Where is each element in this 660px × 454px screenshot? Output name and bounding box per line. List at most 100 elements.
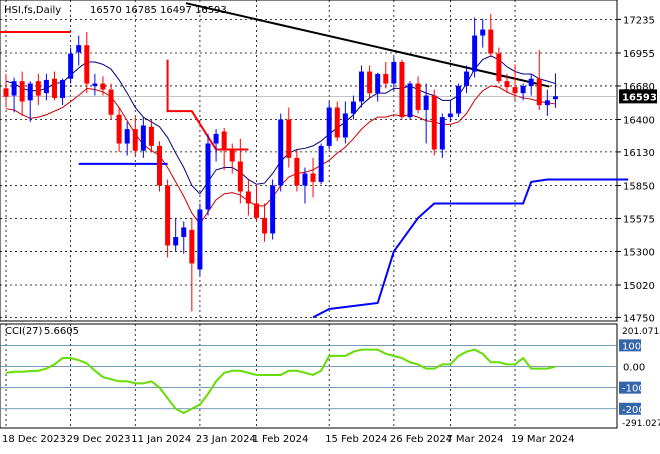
price-tick-label: 16400 (623, 116, 655, 127)
price-tick-label: 15575 (623, 214, 655, 225)
candle-body (472, 35, 478, 72)
candle-body (173, 237, 179, 246)
candle-body (213, 133, 219, 144)
candle-body (350, 101, 356, 114)
x-tick-label: 18 Dec 2023 (2, 434, 66, 445)
candle-body (342, 113, 348, 138)
cci-level-badge (619, 402, 641, 415)
price-tick-label: 15850 (623, 181, 655, 192)
cci-level-badge (619, 339, 641, 352)
cci-tick-label: -100 (622, 384, 645, 395)
candle-body (68, 53, 74, 79)
candle-body (35, 81, 41, 96)
candle-body (76, 45, 82, 53)
candle-body (504, 81, 510, 88)
candle-body (221, 131, 227, 150)
x-tick-label: 15 Feb 2024 (325, 434, 387, 445)
candle-body (237, 161, 243, 192)
candle-body (229, 149, 235, 162)
candle-body (197, 209, 203, 270)
candle-body (294, 157, 300, 186)
cci-pane (0, 323, 618, 429)
candle-body (181, 227, 187, 238)
candle-body (512, 87, 518, 94)
candle-body (27, 83, 33, 101)
price-tick-label: 14750 (623, 313, 655, 324)
candle-body (116, 114, 122, 144)
candle-body (367, 71, 373, 94)
candle-body (391, 61, 397, 84)
candle-body (310, 173, 316, 182)
price-badge: 16593 (622, 92, 657, 103)
candle-body (51, 78, 57, 98)
candle-body (399, 61, 405, 118)
cci-tick-label: 0.00 (623, 362, 645, 373)
candle-body (496, 53, 502, 82)
cci-line (5, 348, 556, 415)
cci-label: CCI(27) (5, 326, 43, 337)
candle-body (286, 119, 292, 158)
candle-body (528, 78, 534, 86)
candle-body (148, 126, 154, 146)
candle-body (423, 95, 429, 110)
candle-body (124, 129, 130, 144)
x-tick-label: 1 Feb 2024 (252, 434, 308, 445)
price-tick-label: 16130 (623, 148, 655, 159)
candle-body (3, 88, 9, 97)
candle-body (544, 100, 550, 106)
x-tick-label: 11 Jan 2024 (131, 434, 191, 445)
price-pane (0, 0, 618, 322)
candle-body (270, 185, 276, 234)
cci-header: CCI(27) 5.6605 (5, 326, 79, 337)
candle-body (43, 79, 49, 94)
candle-body (536, 78, 542, 106)
candle-body (92, 83, 98, 86)
candle-body (60, 79, 66, 98)
candle-body (132, 129, 138, 151)
symbol-label: HSI,fs,Daily (4, 5, 61, 16)
candle-body (302, 173, 308, 186)
x-tick-label: 23 Jan 2024 (196, 434, 256, 445)
trailing-stop-line (312, 178, 629, 319)
candle-body (439, 117, 445, 150)
cci-min-label: -291.0275 (622, 419, 660, 429)
candle-body (383, 73, 389, 84)
price-tick-label: 16955 (623, 49, 655, 60)
candle-body (11, 81, 17, 96)
candle-body (407, 83, 413, 118)
candle-body (318, 145, 324, 182)
candle-body (165, 185, 171, 246)
candle-body (447, 113, 453, 118)
ohlc-values: 16570 16785 16497 16593 (90, 5, 227, 16)
cci-value: 5.6605 (44, 326, 79, 337)
candle-body (157, 145, 163, 186)
x-tick-label: 7 Mar 2024 (446, 434, 503, 445)
axes: 18 Dec 2023 29 Dec 2023 11 Jan 2024 23 Jan … (2, 15, 660, 445)
cci-tick-label: -200 (622, 405, 645, 416)
price-badge-bg (619, 89, 657, 104)
cci-tick-label: 100 (622, 341, 641, 352)
price-tick-label: 15020 (623, 281, 655, 292)
x-tick-label: 19 Mar 2024 (511, 434, 574, 445)
candle-body (334, 107, 340, 138)
price-tick-label: 16680 (623, 82, 655, 93)
candle-body (359, 71, 365, 102)
candle-body (520, 85, 526, 94)
candle-body (140, 125, 146, 151)
trailing-stop-line (166, 59, 249, 151)
candle-body (488, 29, 494, 54)
candle-body (108, 89, 114, 115)
candle-body (100, 83, 106, 90)
candle-body (84, 45, 90, 84)
cci-level-badge (619, 381, 641, 394)
candle-body (262, 217, 268, 234)
candle-body (455, 85, 461, 114)
candle-body (480, 29, 486, 36)
candle-body (415, 83, 421, 110)
cci-max-label: 201.0718 (622, 327, 660, 337)
candle-body (19, 81, 25, 102)
candle-body (552, 96, 558, 100)
price-tick-label: 17235 (623, 15, 655, 26)
